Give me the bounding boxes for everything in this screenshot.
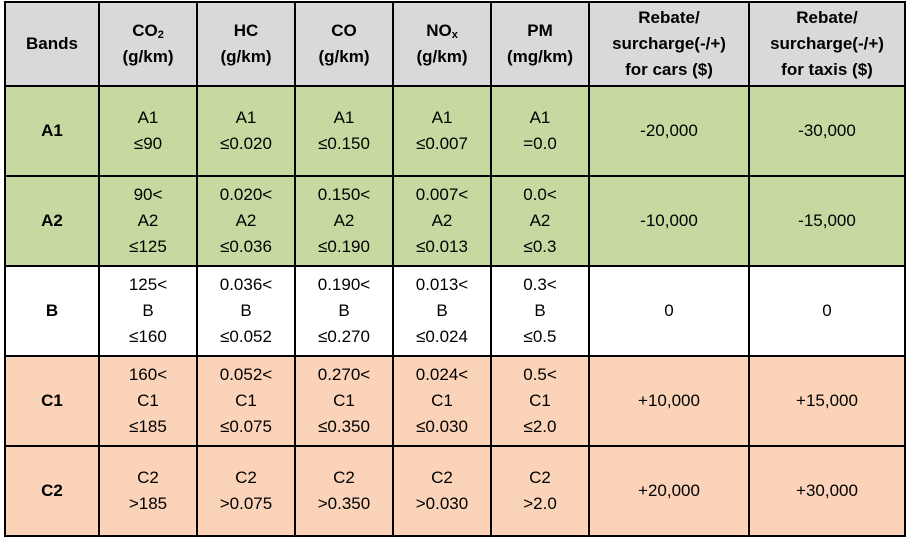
rebate-cars-cell: +10,000	[588, 355, 750, 447]
band-label: A2	[4, 175, 100, 267]
rebate-taxis-cell: -30,000	[748, 85, 906, 177]
nox-cell: 0.013< B ≤0.024	[392, 265, 492, 357]
co-cell: 0.270< C1 ≤0.350	[294, 355, 394, 447]
rebate-cars-cell: +20,000	[588, 445, 750, 537]
header-bands: Bands	[4, 1, 100, 87]
band-row-a1: A1 A1 ≤90 A1 ≤0.020 A1 ≤0.150 A1 ≤0.007 A1 =0…	[4, 85, 906, 177]
rebate-cars-cell: -10,000	[588, 175, 750, 267]
co2-cell: C2 >185	[98, 445, 198, 537]
co-cell: A1 ≤0.150	[294, 85, 394, 177]
rebate-taxis-cell: -15,000	[748, 175, 906, 267]
header-co2: CO2 (g/km)	[98, 1, 198, 87]
co2-cell: 90< A2 ≤125	[98, 175, 198, 267]
band-label: A1	[4, 85, 100, 177]
header-row: Bands CO2 (g/km) HC (g/km) CO (g/km) NOx…	[4, 1, 906, 87]
hc-cell: A1 ≤0.020	[196, 85, 296, 177]
co2-cell: 125< B ≤160	[98, 265, 198, 357]
band-label: C1	[4, 355, 100, 447]
emission-bands-table: Bands CO2 (g/km) HC (g/km) CO (g/km) NOx…	[4, 1, 906, 537]
hc-cell: 0.020< A2 ≤0.036	[196, 175, 296, 267]
header-pm: PM (mg/km)	[490, 1, 590, 87]
rebate-cars-cell: 0	[588, 265, 750, 357]
band-row-c2: C2 C2 >185 C2 >0.075 C2 >0.350 C2 >0.030 C2 >…	[4, 445, 906, 537]
rebate-taxis-cell: 0	[748, 265, 906, 357]
co2-cell: 160< C1 ≤185	[98, 355, 198, 447]
band-label: B	[4, 265, 100, 357]
hc-cell: 0.052< C1 ≤0.075	[196, 355, 296, 447]
co2-cell: A1 ≤90	[98, 85, 198, 177]
nox-cell: A1 ≤0.007	[392, 85, 492, 177]
pm-cell: 0.5< C1 ≤2.0	[490, 355, 590, 447]
pm-cell: 0.0< A2 ≤0.3	[490, 175, 590, 267]
band-row-b: B 125< B ≤160 0.036< B ≤0.052 0.190< B ≤0.270 …	[4, 265, 906, 357]
band-label: C2	[4, 445, 100, 537]
nox-cell: 0.007< A2 ≤0.013	[392, 175, 492, 267]
co-cell: 0.150< A2 ≤0.190	[294, 175, 394, 267]
header-rebate-taxis: Rebate/ surcharge(-/+) for taxis ($)	[748, 1, 906, 87]
hc-cell: C2 >0.075	[196, 445, 296, 537]
nox-cell: C2 >0.030	[392, 445, 492, 537]
band-row-a2: A2 90< A2 ≤125 0.020< A2 ≤0.036 0.150< A2 ≤0.1…	[4, 175, 906, 267]
hc-cell: 0.036< B ≤0.052	[196, 265, 296, 357]
co-cell: 0.190< B ≤0.270	[294, 265, 394, 357]
rebate-taxis-cell: +30,000	[748, 445, 906, 537]
header-hc: HC (g/km)	[196, 1, 296, 87]
rebate-taxis-cell: +15,000	[748, 355, 906, 447]
pm-cell: A1 =0.0	[490, 85, 590, 177]
pm-cell: C2 >2.0	[490, 445, 590, 537]
rebate-cars-cell: -20,000	[588, 85, 750, 177]
band-row-c1: C1 160< C1 ≤185 0.052< C1 ≤0.075 0.270< C1 ≤0.…	[4, 355, 906, 447]
pm-cell: 0.3< B ≤0.5	[490, 265, 590, 357]
header-nox: NOx (g/km)	[392, 1, 492, 87]
header-rebate-cars: Rebate/ surcharge(-/+) for cars ($)	[588, 1, 750, 87]
co-cell: C2 >0.350	[294, 445, 394, 537]
nox-cell: 0.024< C1 ≤0.030	[392, 355, 492, 447]
header-co: CO (g/km)	[294, 1, 394, 87]
